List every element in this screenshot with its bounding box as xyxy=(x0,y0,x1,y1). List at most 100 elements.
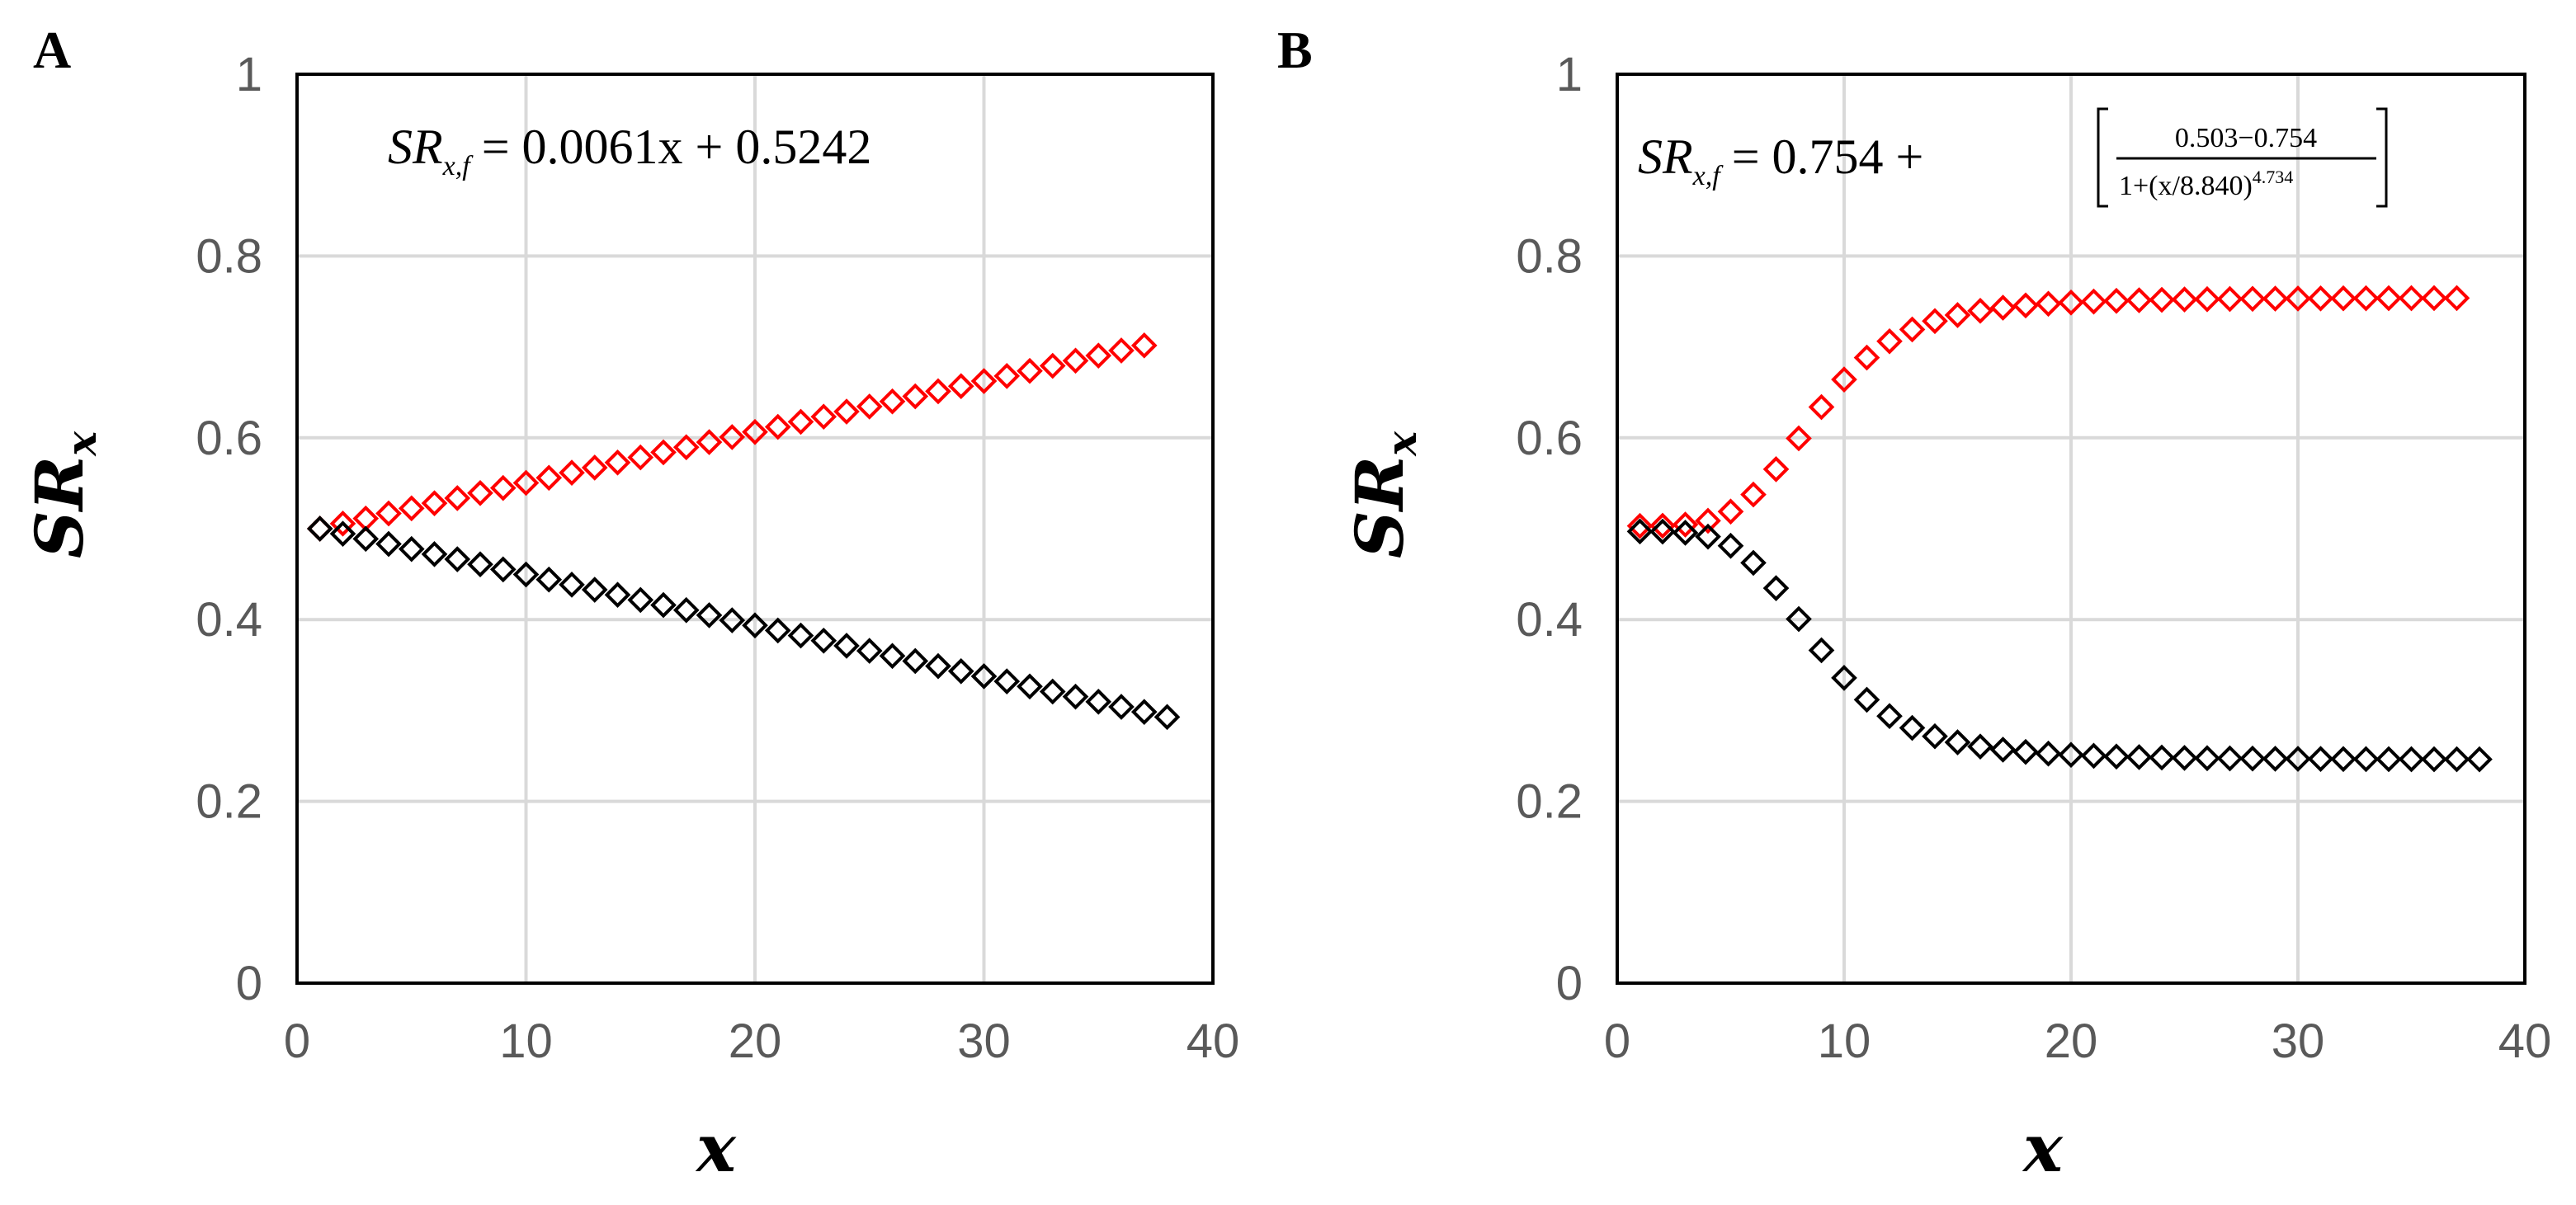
x-ticks-b: 0 10 20 30 40 xyxy=(1604,1014,2551,1068)
y-ticks-b: 0 0.2 0.4 0.6 0.8 1 xyxy=(1516,48,1583,1010)
red-point-a xyxy=(421,490,448,516)
red-point-a xyxy=(1017,357,1043,384)
black-point-a xyxy=(535,566,563,593)
black-point-b xyxy=(1626,518,1654,545)
y-tick-label-b: 1 xyxy=(1556,48,1583,101)
black-point-b xyxy=(2285,746,2311,772)
y-tick-label-a: 0.2 xyxy=(196,775,262,829)
red-point-a xyxy=(467,479,493,506)
red-point-a xyxy=(1130,332,1158,359)
black-point-a xyxy=(375,530,402,558)
red-point-b xyxy=(2194,285,2220,313)
red-point-b xyxy=(1717,498,1744,525)
black-point-b xyxy=(2398,746,2425,773)
equation-b-lhs: SR xyxy=(1638,129,1693,184)
red-point-b xyxy=(2216,285,2243,313)
black-point-a xyxy=(719,607,746,633)
red-point-a xyxy=(764,413,791,440)
x-tick-label-b: 30 xyxy=(2272,1014,2325,1068)
red-point-b xyxy=(2058,289,2084,316)
y-axis-title-a: SRx xyxy=(21,431,106,558)
red-point-a xyxy=(1108,337,1135,364)
black-point-b xyxy=(2330,746,2357,773)
red-point-b xyxy=(1808,393,1835,421)
red-point-b xyxy=(2443,285,2470,312)
black-point-b xyxy=(2352,746,2380,773)
y-axis-title-b-main: SR xyxy=(1341,456,1418,558)
red-point-a xyxy=(902,383,929,410)
red-point-b xyxy=(2035,290,2062,318)
red-point-b xyxy=(2375,285,2402,312)
black-point-a xyxy=(650,591,677,619)
red-point-a xyxy=(696,429,723,455)
black-point-a xyxy=(833,633,860,659)
points-a xyxy=(306,332,1181,731)
x-axis-title-a: x xyxy=(695,1109,737,1187)
black-point-a xyxy=(970,663,998,690)
black-point-a xyxy=(1017,673,1043,700)
equation-b-denominator: 1+(x/8.840) xyxy=(2119,171,2253,201)
plot-frame-b xyxy=(1616,73,2526,985)
black-point-a xyxy=(993,668,1021,694)
red-point-b xyxy=(1831,366,1857,393)
black-point-b xyxy=(1762,575,1790,601)
black-point-a xyxy=(627,586,654,614)
black-point-b xyxy=(2216,745,2243,772)
red-point-a xyxy=(1085,342,1112,370)
red-point-a xyxy=(719,424,746,450)
black-point-b xyxy=(2171,745,2198,771)
black-point-b xyxy=(2103,743,2130,770)
black-point-a xyxy=(512,561,540,588)
x-ticks-a: 0 10 20 30 40 xyxy=(284,1014,1239,1068)
red-point-b xyxy=(2125,287,2153,313)
x-tick-label-b: 20 xyxy=(2045,1014,2098,1068)
black-point-b xyxy=(2012,738,2039,765)
equation-b-exponent: 4.734 xyxy=(2253,167,2294,187)
x-tick-label-a: 30 xyxy=(957,1014,1011,1068)
black-point-a xyxy=(329,520,356,547)
y-axis-title-a-sub: x xyxy=(57,431,106,457)
equation-b: SRx,f = 0.754 + 0.503−0.754 1+(x/8.840)4.… xyxy=(1638,107,2388,208)
y-tick-label-a: 0.4 xyxy=(196,593,262,647)
black-point-b xyxy=(1922,723,1948,750)
black-point-a xyxy=(1154,704,1181,731)
black-point-b xyxy=(1717,532,1744,559)
red-point-b xyxy=(2421,285,2447,312)
red-point-b xyxy=(1967,297,1993,324)
red-point-a xyxy=(559,459,585,486)
y-tick-label-b: 0 xyxy=(1556,957,1583,1010)
red-point-b xyxy=(2103,287,2130,314)
points-b xyxy=(1626,285,2493,773)
red-point-b xyxy=(1876,327,1903,355)
red-point-b xyxy=(2262,285,2289,312)
panel-b: B 00.20.40.60.81 0 10 20 30 40 SRx,f = 0.754 … xyxy=(1277,21,2551,1187)
black-point-a xyxy=(856,638,883,664)
black-point-b xyxy=(2149,744,2175,771)
black-point-a xyxy=(559,572,585,598)
black-point-b xyxy=(2466,746,2493,773)
equation-b-rhs: = 0.754 + xyxy=(1732,129,1924,184)
red-point-a xyxy=(947,373,974,400)
black-point-a xyxy=(306,515,333,542)
red-point-b xyxy=(2330,285,2357,312)
red-point-a xyxy=(444,485,471,511)
red-point-a xyxy=(993,363,1021,389)
black-point-a xyxy=(696,602,723,628)
red-point-b xyxy=(2307,285,2334,312)
equation-b-denominator-group: 1+(x/8.840)4.734 xyxy=(2119,167,2293,201)
black-point-a xyxy=(1039,678,1066,705)
y-tick-label-b: 0.6 xyxy=(1516,412,1583,465)
red-point-b xyxy=(1922,308,1948,335)
black-point-b xyxy=(1672,520,1699,546)
red-point-a xyxy=(398,495,425,522)
y-axis-title-b-sub: x xyxy=(1377,431,1426,457)
black-point-b xyxy=(1831,665,1857,691)
black-point-b xyxy=(2239,745,2266,772)
red-point-a xyxy=(489,474,517,501)
red-point-b xyxy=(1649,512,1676,539)
x-tick-label-b: 10 xyxy=(1818,1014,1871,1068)
black-point-a xyxy=(352,525,380,553)
equation-b-right-bracket xyxy=(2376,107,2388,208)
red-point-b xyxy=(2149,286,2175,313)
y-tick-label-b: 0.4 xyxy=(1516,593,1583,647)
